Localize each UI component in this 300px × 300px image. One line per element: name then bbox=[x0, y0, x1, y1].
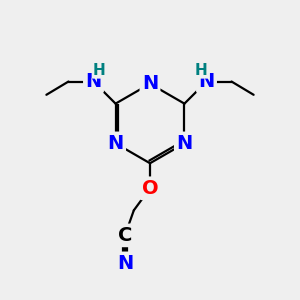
Text: H: H bbox=[195, 63, 208, 78]
Text: O: O bbox=[142, 179, 158, 198]
Text: N: N bbox=[85, 72, 102, 91]
Text: C: C bbox=[118, 226, 132, 245]
Text: N: N bbox=[142, 74, 158, 93]
Text: N: N bbox=[117, 254, 133, 273]
Text: N: N bbox=[107, 134, 124, 153]
Text: H: H bbox=[92, 63, 105, 78]
Text: N: N bbox=[176, 134, 193, 153]
Text: N: N bbox=[198, 72, 214, 91]
